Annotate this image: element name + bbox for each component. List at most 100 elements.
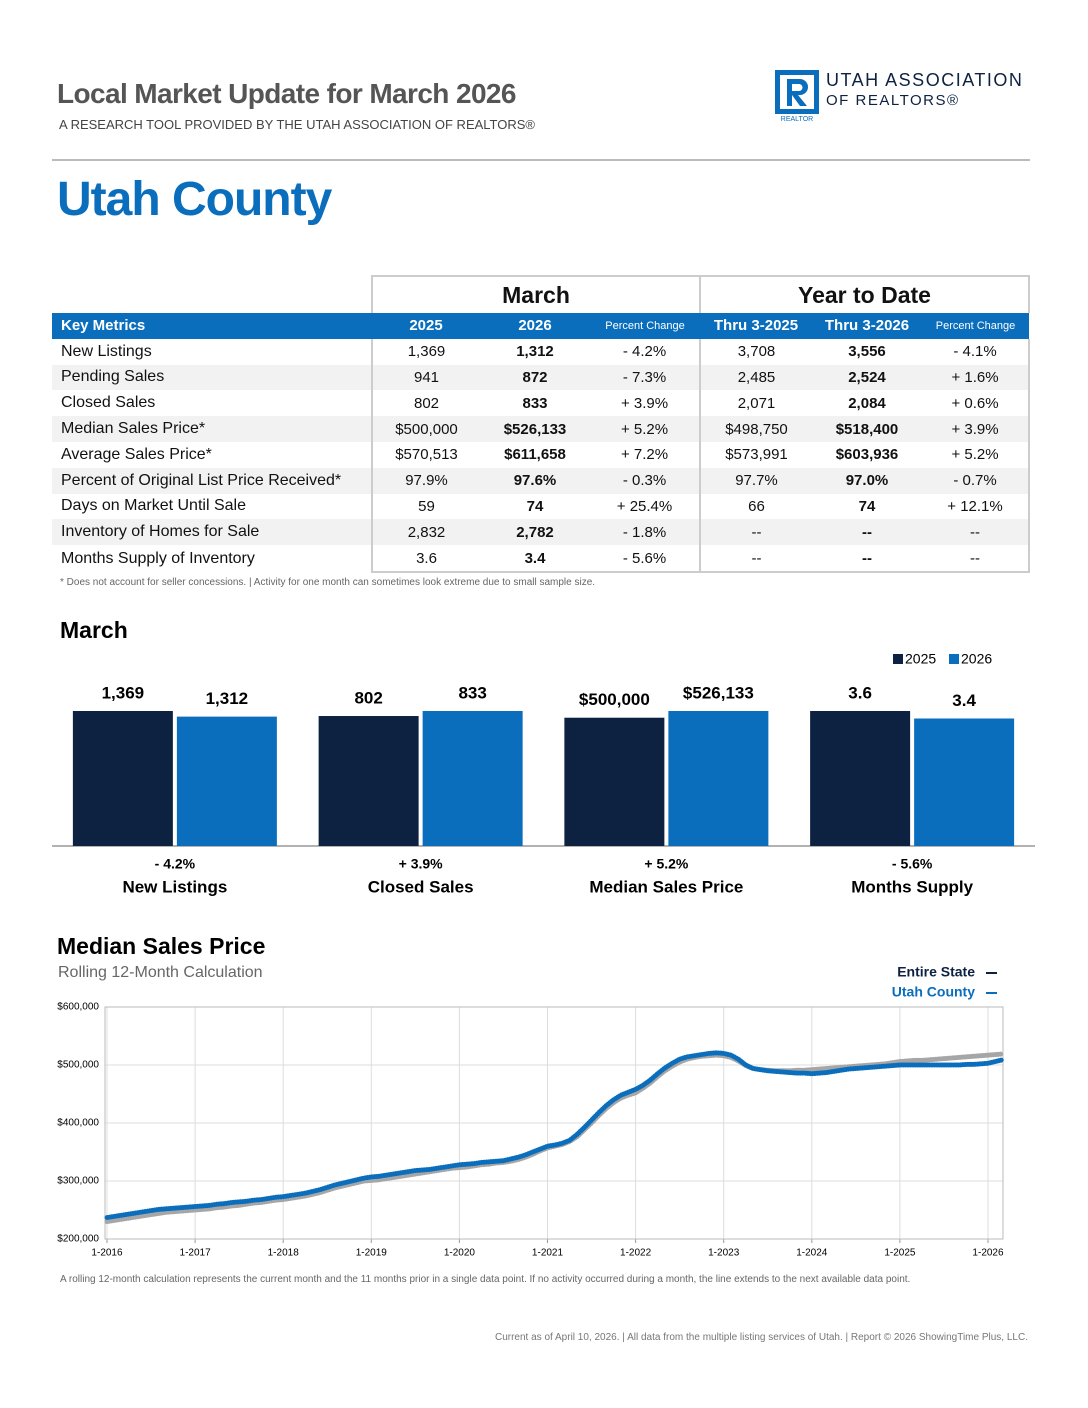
line-note: A rolling 12-month calculation represent… bbox=[60, 1274, 911, 1285]
chart-title: March bbox=[60, 617, 128, 643]
metric-value: - 0.7% bbox=[922, 467, 1030, 494]
bar bbox=[914, 718, 1015, 846]
metric-value: 2,782 bbox=[480, 519, 590, 546]
metric-value: -- bbox=[699, 545, 812, 573]
bar bbox=[564, 717, 665, 846]
bar-value-label: 802 bbox=[354, 689, 382, 708]
y-tick-label: $500,000 bbox=[57, 1060, 99, 1071]
column-header: Thru 3-2025 bbox=[700, 313, 812, 339]
bar bbox=[668, 711, 769, 846]
legend-label: 2025 bbox=[905, 651, 936, 667]
x-tick-label: 1-2018 bbox=[268, 1248, 300, 1259]
y-tick-label: $400,000 bbox=[57, 1118, 99, 1129]
metric-row: Closed Sales 802 833 + 3.9% 2,071 2,084 + 0.6% bbox=[52, 390, 1030, 417]
column-header: Percent Change bbox=[590, 313, 700, 339]
bar bbox=[72, 711, 173, 846]
metric-value: - 7.3% bbox=[590, 364, 700, 391]
metric-value: 941 bbox=[371, 364, 480, 391]
metric-value: 3.6 bbox=[371, 545, 480, 573]
metric-value: 802 bbox=[371, 390, 480, 417]
metric-value: 97.0% bbox=[812, 467, 922, 494]
metric-value: 74 bbox=[526, 497, 544, 515]
percent-change: - 5.6% bbox=[892, 856, 933, 872]
x-tick-label: 1-2023 bbox=[708, 1248, 740, 1259]
bar-value-label: 3.4 bbox=[952, 691, 976, 710]
category-label: Months Supply bbox=[851, 877, 973, 896]
metric-value: - 1.8% bbox=[590, 519, 700, 546]
percent-change: - 4.2% bbox=[155, 856, 196, 872]
metric-value: 2,524 bbox=[812, 364, 922, 391]
metric-value: 1,369 bbox=[371, 338, 480, 365]
logo-line1: UTAH ASSOCIATION bbox=[826, 70, 1023, 90]
line-series bbox=[104, 1051, 1006, 1225]
percent-change: + 5.2% bbox=[644, 856, 689, 872]
category-label: Median Sales Price bbox=[589, 877, 743, 896]
bar-value-label: $526,133 bbox=[683, 683, 754, 702]
legend-swatch bbox=[893, 654, 903, 664]
metric-value: + 1.6% bbox=[922, 364, 1030, 391]
metric-row: Days on Market Until Sale 59 74 + 25.4% 66 74… bbox=[52, 493, 1030, 520]
metric-row: Inventory of Homes for Sale 2,832 2,782- 1… bbox=[52, 519, 1030, 546]
footnote: * Does not account for seller concession… bbox=[60, 577, 596, 588]
column-header: 2025 bbox=[372, 313, 480, 339]
x-tick-label: 1-2024 bbox=[796, 1248, 828, 1259]
x-tick-label: 1-2016 bbox=[91, 1248, 123, 1259]
metric-value: -- bbox=[812, 545, 922, 573]
metric-value: - 5.6% bbox=[590, 545, 700, 573]
area-name: Utah County bbox=[57, 173, 332, 226]
metric-value: -- bbox=[922, 545, 1030, 573]
metric-value: 2,071 bbox=[699, 390, 812, 417]
metric-value: $570,513 bbox=[371, 441, 480, 468]
metric-name: New Listings bbox=[61, 342, 152, 360]
metric-value: + 3.9% bbox=[922, 416, 1030, 442]
metric-value: 97.9% bbox=[371, 467, 480, 494]
bar bbox=[318, 716, 419, 846]
metric-value: + 12.1% bbox=[922, 493, 1030, 520]
column-header: Key Metrics bbox=[52, 313, 372, 339]
legend-label: 2026 bbox=[961, 651, 992, 667]
metric-value: $526,133 bbox=[480, 416, 590, 442]
x-tick-label: 1-2025 bbox=[884, 1248, 916, 1259]
metric-value: + 3.9% bbox=[620, 394, 669, 412]
logo-r bbox=[787, 79, 808, 106]
metric-value: 97.7% bbox=[699, 467, 812, 494]
metric-value: 2,485 bbox=[699, 364, 812, 391]
metric-value: + 0.6% bbox=[922, 390, 1030, 417]
metric-value: - 0.3% bbox=[590, 467, 700, 494]
metric-value: 1,312 bbox=[516, 343, 554, 361]
metric-value: -- bbox=[922, 519, 1030, 546]
percent-change: + 3.9% bbox=[399, 856, 444, 872]
bar bbox=[422, 711, 523, 846]
header-row: Key Metrics 2025 2026 Percent Change Thru 3-… bbox=[52, 313, 1029, 339]
chart-subtitle: Rolling 12-Month Calculation bbox=[58, 964, 263, 981]
metric-value: - 4.1% bbox=[922, 338, 1030, 365]
metric-name: Months Supply of Inventory bbox=[61, 549, 255, 567]
metric-value: + 7.2% bbox=[620, 446, 669, 464]
legend-swatch bbox=[949, 654, 959, 664]
metric-value: 2,832 bbox=[371, 519, 480, 546]
metric-value: + 5.2% bbox=[590, 416, 700, 442]
category-label: Closed Sales bbox=[368, 877, 474, 896]
bar-value-label: 1,312 bbox=[206, 689, 249, 708]
metrics-table: March Year to Date Key Metrics 2025 2026 Perc… bbox=[52, 275, 1030, 573]
metric-value: - 4.2% bbox=[622, 343, 667, 361]
metric-name: Closed Sales bbox=[61, 394, 156, 412]
metric-value: $573,991 bbox=[699, 441, 812, 468]
metric-value: 3,708 bbox=[699, 338, 812, 365]
metric-value: 2,084 bbox=[848, 394, 886, 412]
metric-row: Percent of Original List Price Received*… bbox=[52, 467, 1030, 494]
plot-frame bbox=[104, 1006, 1004, 1240]
x-tick-label: 1-2017 bbox=[180, 1248, 212, 1259]
metric-name: Pending Sales bbox=[52, 364, 372, 391]
report-subtitle: A RESEARCH TOOL PROVIDED BY THE UTAH ASS… bbox=[59, 117, 536, 132]
logo-line2: OF REALTORS® bbox=[826, 92, 960, 109]
metric-name: Days on Market Until Sale bbox=[61, 497, 246, 515]
x-tick-label: 1-2020 bbox=[444, 1248, 476, 1259]
x-tick-label: 1-2021 bbox=[532, 1248, 564, 1259]
metric-value: $498,750 bbox=[699, 416, 812, 442]
column-header: 2026 bbox=[480, 313, 590, 339]
metric-value: $611,658 bbox=[504, 446, 566, 464]
metric-row: Average Sales Price* $570,513 $611,658 + 7.… bbox=[52, 441, 1030, 468]
